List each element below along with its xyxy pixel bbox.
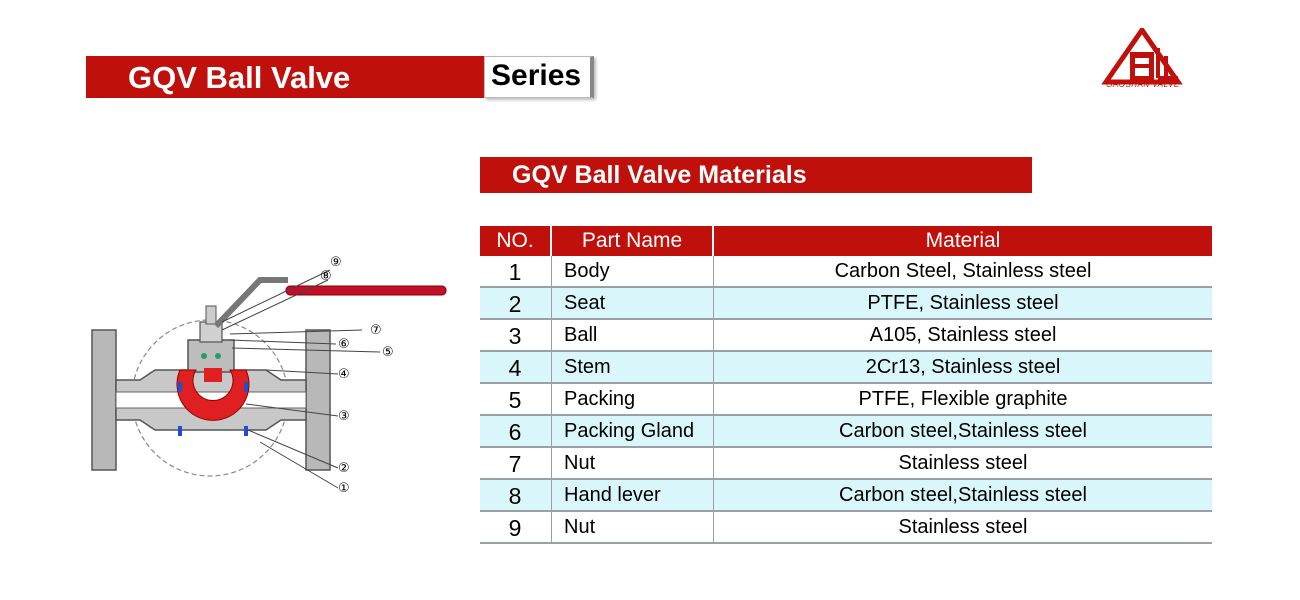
column-divider <box>551 256 552 286</box>
cell-material: PTFE, Stainless steel <box>867 292 1059 314</box>
header-no: NO. <box>480 226 550 256</box>
callout-4: ④ <box>338 367 350 382</box>
cell-no: 5 <box>508 387 522 413</box>
cell-no: 1 <box>508 259 522 285</box>
column-divider <box>713 480 714 510</box>
column-divider <box>713 384 714 414</box>
column-divider <box>551 352 552 382</box>
series-box: Series <box>484 56 594 98</box>
column-divider <box>551 512 552 542</box>
table-row: 9 Nut Stainless steel <box>480 512 1212 544</box>
column-divider <box>713 448 714 478</box>
header-part-name: Part Name <box>552 226 712 256</box>
column-divider <box>551 448 552 478</box>
cell-no: 2 <box>508 291 522 317</box>
table-body: 1 Body Carbon Steel, Stainless steel 2 Seat P… <box>480 256 1212 544</box>
cell-part-name: Ball <box>564 324 598 346</box>
callout-7: ⑦ <box>370 323 382 338</box>
table-row: 6 Packing Gland Carbon steel,Stainless ste… <box>480 416 1212 448</box>
cell-material: 2Cr13, Stainless steel <box>865 356 1061 378</box>
callout-2: ② <box>338 461 350 476</box>
table-row: 5 Packing PTFE, Flexible graphite <box>480 384 1212 416</box>
cell-material: Stainless steel <box>898 516 1028 538</box>
cell-material: Carbon steel,Stainless steel <box>839 484 1087 506</box>
header-material: Material <box>714 226 1212 256</box>
callout-6: ⑥ <box>338 337 350 352</box>
cell-part-name: Stem <box>564 356 611 378</box>
section-banner: GQV Ball Valve Materials <box>480 157 1032 193</box>
table-row: 4 Stem 2Cr13, Stainless steel <box>480 352 1212 384</box>
series-label: Series <box>491 59 582 92</box>
column-divider <box>713 352 714 382</box>
title-banner: GQV Ball Valve Series <box>86 56 598 98</box>
gaoshan-logo-icon <box>1101 28 1183 85</box>
column-divider <box>551 320 552 350</box>
column-divider <box>713 416 714 446</box>
cell-no: 6 <box>508 419 522 445</box>
callout-1: ① <box>338 481 350 496</box>
cell-part-name: Hand lever <box>564 484 661 506</box>
callout-5: ⑤ <box>382 345 394 360</box>
materials-table: NO. Part Name Material 1 Body Carbon Steel… <box>480 226 1212 544</box>
cell-part-name: Seat <box>564 292 606 314</box>
callout-9: ⑨ <box>330 255 342 270</box>
cell-no: 8 <box>508 483 522 509</box>
cell-material: PTFE, Flexible graphite <box>858 388 1068 410</box>
table-row: 3 Ball A105, Stainless steel <box>480 320 1212 352</box>
cell-material: A105, Stainless steel <box>869 324 1057 346</box>
column-divider <box>713 288 714 318</box>
cell-material: Stainless steel <box>898 452 1028 474</box>
column-divider <box>551 480 552 510</box>
cell-part-name: Packing <box>564 388 636 410</box>
cell-no: 9 <box>508 515 522 541</box>
cell-part-name: Body <box>564 260 610 282</box>
column-divider <box>551 288 552 318</box>
table-row: 1 Body Carbon Steel, Stainless steel <box>480 256 1212 288</box>
page-title: GQV Ball Valve <box>128 60 351 95</box>
logo-text: GAOSHAN VALVE <box>1106 80 1180 89</box>
column-divider <box>713 320 714 350</box>
ball-valve-diagram: ⑨ ⑧ ⑦ ⑥ ⑤ ④ ③ ② ① <box>91 255 447 496</box>
cell-part-name: Nut <box>564 452 596 474</box>
column-divider <box>713 512 714 542</box>
column-divider <box>551 384 552 414</box>
table-row: 8 Hand lever Carbon steel,Stainless steel <box>480 480 1212 512</box>
title-banner-red: GQV Ball Valve <box>86 56 484 98</box>
table-row: 2 Seat PTFE, Stainless steel <box>480 288 1212 320</box>
cell-part-name: Nut <box>564 516 596 538</box>
cell-material: Carbon Steel, Stainless steel <box>834 260 1092 282</box>
table-row: 7 Nut Stainless steel <box>480 448 1212 480</box>
callout-3: ③ <box>338 409 350 424</box>
column-divider <box>713 256 714 286</box>
cell-no: 7 <box>508 451 522 477</box>
section-title: GQV Ball Valve Materials <box>512 161 807 189</box>
cell-no: 4 <box>508 355 522 381</box>
table-header: NO. Part Name Material <box>480 226 1212 256</box>
cell-material: Carbon steel,Stainless steel <box>839 420 1087 442</box>
callout-8: ⑧ <box>320 269 332 284</box>
cell-part-name: Packing Gland <box>564 420 695 442</box>
cell-no: 3 <box>508 323 522 349</box>
column-divider <box>551 416 552 446</box>
